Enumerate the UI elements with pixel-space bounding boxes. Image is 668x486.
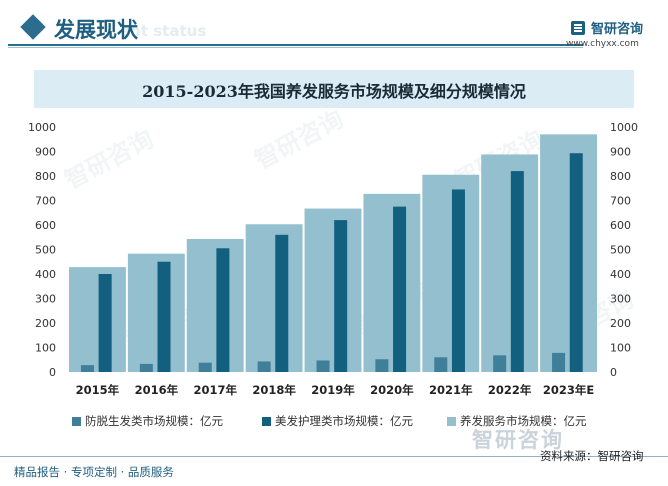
bar-small [493,355,507,372]
y-tick-label-left: 300 [35,293,56,306]
bar-mid [510,171,524,372]
y-tick-label-left: 0 [49,366,56,379]
chart-title: 2015-2023年我国养发服务市场规模及细分规模情况 [142,82,526,101]
bar-large [540,134,597,372]
y-tick-label-left: 800 [35,170,56,183]
legend-swatch-mid [262,417,271,426]
y-tick-label-right: 300 [610,293,631,306]
bar-small [198,362,212,372]
y-tick-label-right: 200 [610,317,631,330]
y-tick-label-right: 800 [610,170,631,183]
legend-swatch-large [447,417,456,426]
brand-name: 智研咨询 [591,22,644,37]
bar-mid [216,248,230,372]
bar-mid [157,261,171,372]
bar-large [245,224,303,372]
chart-title-box: 2015-2023年我国养发服务市场规模及细分规模情况 [34,70,634,108]
y-tick-label-left: 700 [35,195,56,208]
x-tick-label: 2018年 [252,383,296,397]
bar-small [552,352,566,372]
y-tick-label-right: 600 [610,219,631,232]
bar-small [80,365,94,372]
brand-logo-icon [571,21,585,35]
y-tick-label-right: 1000 [610,121,638,134]
bar-small [316,360,330,372]
y-tick-label-left: 900 [35,146,56,159]
footer-tagline: 精品报告 · 专项定制 · 品质服务 [14,465,174,479]
x-tick-label: 2019年 [311,383,355,397]
y-tick-label-left: 100 [35,342,56,355]
bar-large [481,154,539,372]
bar-mid [98,274,112,372]
x-tick-label: 2016年 [135,383,179,397]
y-tick-label-left: 400 [35,268,56,281]
bar-small [434,357,448,372]
bar-small [375,359,389,372]
y-tick-label-right: 400 [610,268,631,281]
y-tick-label-right: 0 [610,366,617,379]
x-tick-label: 2015年 [76,383,120,397]
bar-large [127,253,185,372]
x-tick-label: 2017年 [193,383,237,397]
bar-large [422,174,480,372]
legend-item-mid: 美发护理类市场规模：亿元 [262,413,413,429]
legend-label-small: 防脱生发类市场规模：亿元 [85,414,223,428]
header-divider [8,44,583,46]
y-tick-label-left: 200 [35,317,56,330]
y-tick-label-left: 600 [35,219,56,232]
bar-small [139,363,153,372]
y-tick-label-right: 100 [610,342,631,355]
y-tick-label-left: 500 [35,244,56,257]
legend-item-large: 养发服务市场规模：亿元 [447,413,587,429]
legend-label-mid: 美发护理类市场规模：亿元 [275,414,413,428]
legend-item-small: 防脱生发类市场规模：亿元 [72,413,223,429]
legend-swatch-small [72,417,81,426]
x-tick-label: 2023年E [543,383,595,397]
bar-mid [393,206,407,372]
section-title: 发展现状 [54,18,138,42]
watermark-logo-text: 智研咨询 [472,428,564,452]
source-note: 资料来源：智研咨询 [540,449,644,463]
footer: 精品报告 · 专项定制 · 品质服务 资料来源：智研咨询 [0,449,668,486]
bar-mid [569,153,583,372]
bar-large [69,267,126,372]
bar-small [257,361,271,372]
bar-mid [451,189,465,372]
bar-large [186,238,244,372]
header-divider [8,47,583,48]
bar-large [304,208,362,372]
x-tick-label: 2022年 [488,383,532,397]
y-tick-label-right: 500 [610,244,631,257]
bar-large [363,193,421,372]
section-title-ghost: ent status [120,22,207,40]
brand-url: www.chyxx.com [566,39,639,49]
bar-mid [275,234,289,372]
bar-mid [334,220,348,372]
x-tick-label: 2020年 [370,383,414,397]
diamond-icon [20,14,46,40]
chart-legend: 防脱生发类市场规模：亿元 美发护理类市场规模：亿元 养发服务市场规模：亿元 [0,413,668,433]
legend-label-large: 养发服务市场规模：亿元 [460,414,587,428]
section-header: ent status 发展现状 智研咨询 www.chyxx.com [0,0,668,60]
bar-chart: 0 0 100 100 200 200 300 300 400 400 500 500 600 600 70… [28,121,638,397]
y-tick-label-left: 1000 [28,121,56,134]
y-tick-label-right: 700 [610,195,631,208]
footer-divider [0,456,668,457]
y-tick-label-right: 900 [610,146,631,159]
x-tick-label: 2021年 [429,383,473,397]
